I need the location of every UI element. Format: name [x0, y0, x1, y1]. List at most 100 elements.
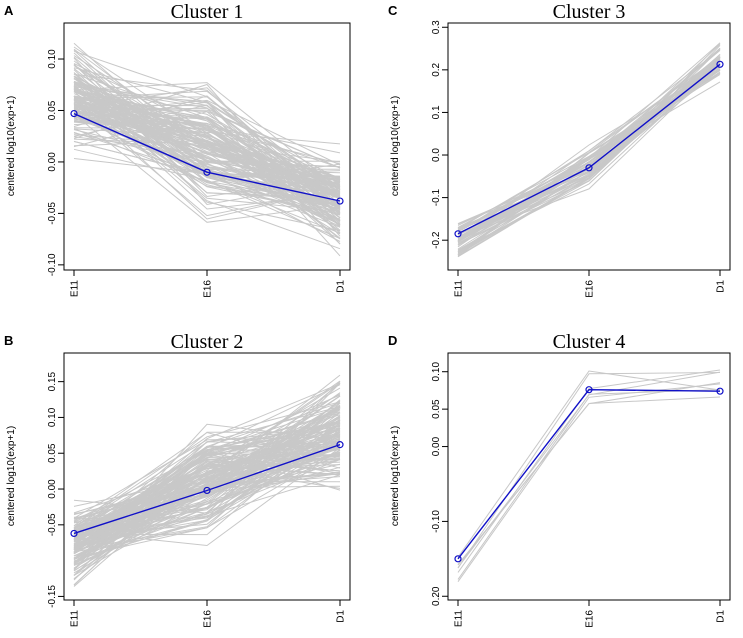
gene-line: [73, 453, 341, 527]
plot-area: -0.10 -0.05 0.00 0.05 0.10 E11 E16 D1: [47, 22, 351, 298]
gene-line: [73, 148, 341, 234]
mean-line: [457, 63, 721, 235]
y-tick-label: 0.05: [431, 399, 442, 419]
mean-point: [336, 197, 344, 205]
y-tick-label: 0.20: [431, 586, 442, 606]
gene-line: [73, 95, 341, 182]
mean-point: [70, 109, 78, 118]
y-tick-label: 0.3: [431, 20, 442, 34]
mean-point: [454, 555, 462, 563]
y-tick-label: 0.1: [431, 105, 442, 119]
gene-line: [73, 76, 341, 216]
gene-line: [73, 380, 341, 549]
gene-line: [73, 414, 341, 538]
gene-line: [457, 371, 721, 568]
y-tick-label: 0.10: [47, 49, 58, 69]
panel-letter: C: [388, 3, 398, 18]
panel-letter: A: [4, 3, 14, 18]
x-tick-label: D1: [336, 280, 347, 293]
gene-line: [73, 441, 341, 586]
x-tick-label: E11: [70, 280, 81, 297]
gene-lines: [457, 369, 721, 582]
gene-line: [457, 389, 721, 580]
gene-line: [457, 370, 721, 558]
gene-line: [457, 396, 721, 566]
plot-area: 0.20 -0.10 0.00 0.05 0.10 E11 E16 D1: [431, 352, 731, 628]
gene-line: [73, 406, 341, 545]
gene-line: [73, 82, 341, 188]
x-tick-label: E11: [454, 280, 465, 297]
panel-b: B Cluster 2 centered log10(exp+1) -0.15-…: [4, 331, 351, 628]
mean-point: [203, 168, 211, 176]
y-tick-label: -0.15: [47, 585, 58, 608]
gene-lines: [73, 374, 341, 587]
mean-point: [716, 60, 724, 68]
gene-line: [73, 442, 341, 557]
mean-point: [454, 230, 462, 238]
y-axis-label: centered log10(exp+1): [6, 426, 17, 526]
gene-line: [73, 439, 341, 536]
gene-line: [73, 113, 341, 223]
panel-letter: D: [388, 333, 397, 348]
gene-line: [457, 56, 721, 230]
y-tick-label: 0.05: [47, 100, 58, 120]
panel-d: D Cluster 4 centered log10(exp+1) 0.20 -0…: [388, 331, 731, 628]
gene-line: [73, 432, 341, 523]
chart-title: Cluster 2: [171, 331, 244, 353]
panel-c: C Cluster 3 centered log10(exp+1) -0.2-0…: [388, 1, 731, 298]
gene-line: [73, 436, 341, 519]
gene-line: [73, 449, 341, 550]
x-tick-label: D1: [716, 280, 727, 293]
panel-letter: B: [4, 333, 13, 348]
y-tick-label: 0.2: [431, 62, 442, 76]
y-tick-label: 0.05: [47, 443, 58, 463]
y-axis-label: centered log10(exp+1): [390, 96, 401, 196]
y-tick-label: -0.05: [47, 202, 58, 225]
y-axis-label: centered log10(exp+1): [390, 426, 401, 526]
x-tick-label: E16: [203, 280, 214, 298]
gene-line: [73, 86, 341, 188]
y-tick-label: 0.00: [47, 479, 58, 499]
gene-line: [73, 72, 341, 205]
x-tick-label: D1: [716, 610, 727, 623]
gene-line: [73, 420, 341, 547]
mean-line: [457, 388, 721, 560]
gene-line: [73, 447, 341, 557]
y-tick-label: 0.10: [47, 407, 58, 427]
gene-line: [73, 82, 341, 190]
gene-line: [73, 466, 341, 543]
gene-line: [73, 382, 341, 523]
gene-line: [73, 81, 341, 210]
gene-line: [73, 423, 341, 562]
gene-line: [457, 65, 721, 229]
y-tick-label: 0.00: [431, 436, 442, 456]
plot-area: -0.15 -0.05 0.00 0.05 0.10 0.15 E11 E16 D1: [47, 352, 351, 628]
gene-line: [73, 107, 341, 181]
mean-line: [73, 112, 341, 202]
mean-point: [70, 529, 78, 538]
plot-frame: [447, 22, 731, 271]
gene-line: [457, 55, 721, 245]
plot-area: -0.2 -0.1 0.0 0.1 0.2 0.3 E11 E16 D1: [431, 20, 731, 298]
x-tick-label: E11: [454, 610, 465, 627]
chart-title: Cluster 4: [553, 331, 626, 353]
gene-line: [73, 91, 341, 232]
gene-line: [73, 105, 341, 240]
mean-point: [585, 164, 593, 172]
mean-point: [585, 386, 593, 394]
gene-lines: [457, 42, 721, 258]
x-tick-label: D1: [336, 610, 347, 623]
y-tick-label: -0.2: [431, 231, 442, 249]
y-tick-label: -0.10: [431, 510, 442, 533]
x-tick-label: E16: [585, 280, 596, 298]
gene-line: [73, 420, 341, 536]
gene-line: [457, 47, 721, 232]
gene-line: [457, 372, 721, 569]
mean-point: [203, 486, 211, 495]
y-axis-label: centered log10(exp+1): [6, 96, 17, 196]
gene-line: [73, 116, 341, 187]
y-tick-label: 0.10: [431, 362, 442, 382]
x-tick-label: E16: [585, 610, 596, 628]
y-tick-label: 0.00: [47, 152, 58, 172]
